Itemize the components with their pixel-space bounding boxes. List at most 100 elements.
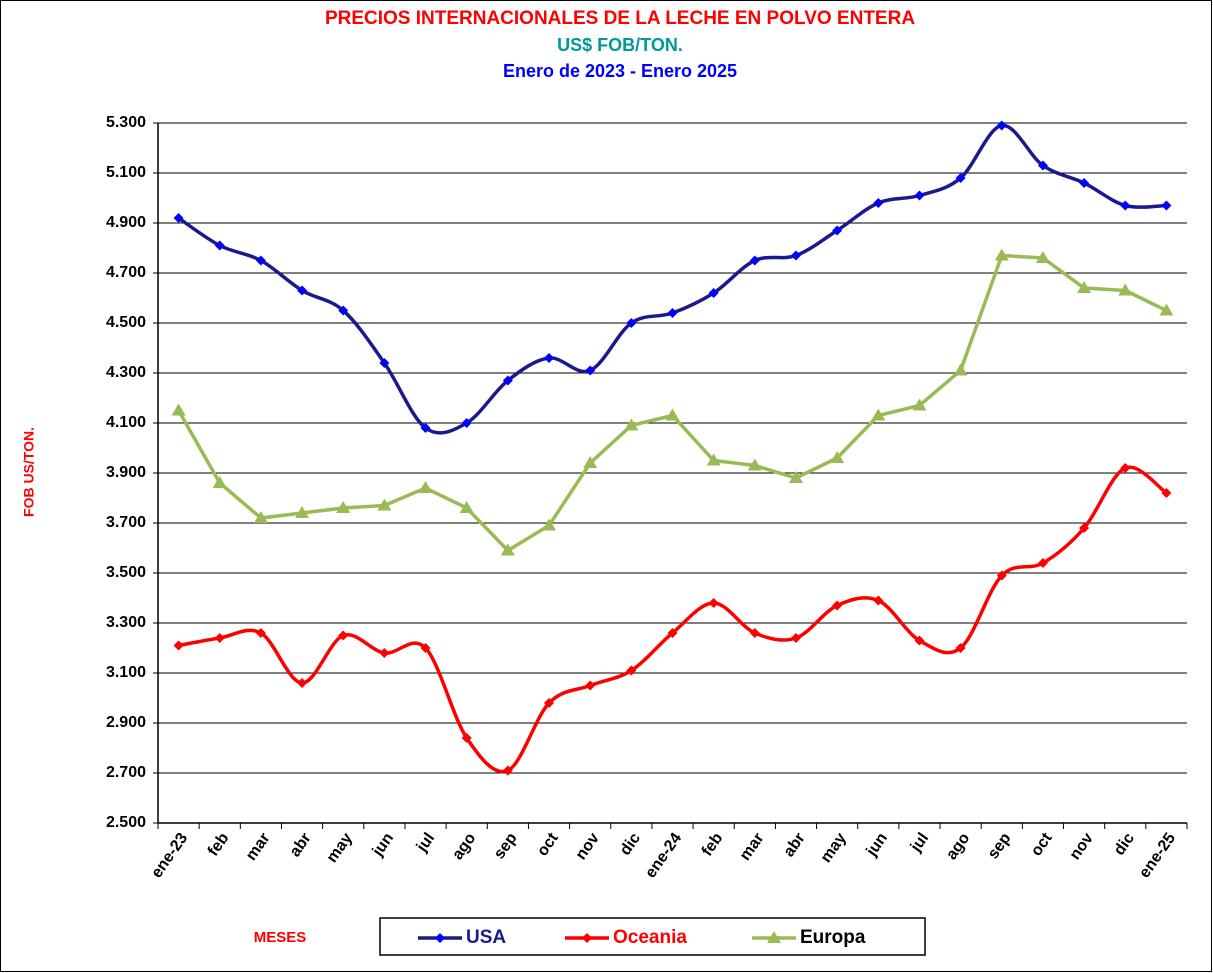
marker bbox=[996, 120, 1007, 131]
marker bbox=[767, 931, 781, 943]
y-tick-label: 3.500 bbox=[106, 564, 146, 581]
legend-label: Europa bbox=[800, 927, 866, 948]
marker bbox=[873, 595, 884, 606]
y-tick-label: 5.100 bbox=[106, 164, 146, 181]
marker bbox=[665, 408, 680, 421]
marker bbox=[1037, 160, 1048, 171]
marker bbox=[297, 678, 308, 688]
x-axis-label: MESES bbox=[254, 929, 307, 946]
marker bbox=[914, 190, 925, 201]
marker bbox=[544, 353, 555, 363]
marker bbox=[1037, 558, 1048, 568]
marker bbox=[790, 633, 801, 643]
marker bbox=[585, 365, 596, 376]
marker bbox=[1077, 281, 1092, 293]
y-tick-label: 4.300 bbox=[106, 364, 146, 381]
marker bbox=[912, 398, 927, 411]
marker bbox=[832, 225, 843, 236]
legend-label: USA bbox=[466, 927, 506, 948]
marker bbox=[255, 255, 266, 266]
legend bbox=[379, 917, 926, 956]
marker bbox=[461, 418, 472, 428]
marker bbox=[214, 633, 225, 643]
marker bbox=[706, 453, 721, 466]
marker bbox=[832, 600, 843, 611]
marker bbox=[173, 640, 184, 651]
marker bbox=[420, 423, 431, 433]
marker bbox=[873, 198, 884, 208]
chart-subtitle: Enero de 2023 - Enero 2025 bbox=[503, 61, 737, 81]
marker bbox=[459, 501, 474, 513]
y-tick-label: 3.100 bbox=[106, 664, 146, 681]
chart-subtitle: US$ FOB/TON. bbox=[557, 35, 683, 55]
marker bbox=[502, 375, 513, 386]
y-tick-label: 4.500 bbox=[106, 314, 146, 331]
marker bbox=[544, 698, 555, 708]
marker bbox=[377, 498, 392, 511]
marker bbox=[582, 933, 592, 943]
marker bbox=[708, 288, 719, 298]
y-tick-label: 2.900 bbox=[106, 714, 146, 731]
marker bbox=[624, 418, 639, 431]
marker bbox=[708, 598, 719, 608]
marker bbox=[953, 363, 968, 376]
marker bbox=[500, 543, 515, 556]
marker bbox=[747, 458, 762, 471]
marker bbox=[461, 733, 472, 743]
marker bbox=[253, 511, 268, 523]
marker bbox=[420, 643, 431, 653]
marker bbox=[1118, 283, 1133, 296]
marker bbox=[336, 501, 351, 513]
marker bbox=[1161, 488, 1172, 498]
marker bbox=[1120, 200, 1131, 211]
y-tick-label: 5.300 bbox=[106, 114, 146, 131]
marker bbox=[1079, 178, 1090, 188]
marker bbox=[749, 628, 760, 638]
marker bbox=[1161, 200, 1172, 211]
marker bbox=[790, 250, 801, 261]
y-tick-label: 3.700 bbox=[106, 514, 146, 531]
marker bbox=[996, 570, 1007, 581]
marker bbox=[502, 765, 513, 776]
y-tick-label: 3.900 bbox=[106, 464, 146, 481]
marker bbox=[1120, 463, 1131, 473]
y-tick-label: 4.100 bbox=[106, 414, 146, 431]
marker bbox=[212, 476, 227, 488]
marker bbox=[626, 665, 637, 676]
marker bbox=[297, 285, 308, 296]
marker bbox=[435, 933, 445, 943]
marker bbox=[542, 518, 557, 531]
marker bbox=[171, 403, 186, 416]
marker bbox=[338, 305, 349, 316]
y-tick-label: 4.700 bbox=[106, 264, 146, 281]
marker bbox=[667, 308, 678, 318]
marker bbox=[379, 358, 390, 368]
chart-title: PRECIOS INTERNACIONALES DE LA LECHE EN P… bbox=[325, 8, 915, 29]
y-tick-label: 4.900 bbox=[106, 214, 146, 231]
marker bbox=[626, 318, 637, 328]
marker bbox=[749, 255, 760, 266]
legend-label: Oceania bbox=[613, 927, 687, 948]
marker bbox=[214, 240, 225, 251]
marker bbox=[955, 173, 966, 183]
y-tick-label: 2.500 bbox=[106, 814, 146, 831]
marker bbox=[788, 471, 803, 483]
marker bbox=[871, 408, 886, 421]
marker bbox=[255, 628, 266, 638]
y-tick-label: 3.300 bbox=[106, 614, 146, 631]
marker bbox=[173, 213, 184, 223]
marker bbox=[914, 635, 925, 646]
marker bbox=[994, 248, 1009, 261]
marker bbox=[585, 680, 596, 691]
marker bbox=[418, 481, 433, 493]
marker bbox=[1159, 303, 1174, 316]
y-tick-label: 2.700 bbox=[106, 764, 146, 781]
marker bbox=[667, 628, 678, 638]
marker bbox=[830, 451, 845, 463]
marker bbox=[295, 506, 310, 518]
marker bbox=[1079, 523, 1090, 533]
marker bbox=[955, 643, 966, 653]
marker bbox=[338, 630, 349, 641]
